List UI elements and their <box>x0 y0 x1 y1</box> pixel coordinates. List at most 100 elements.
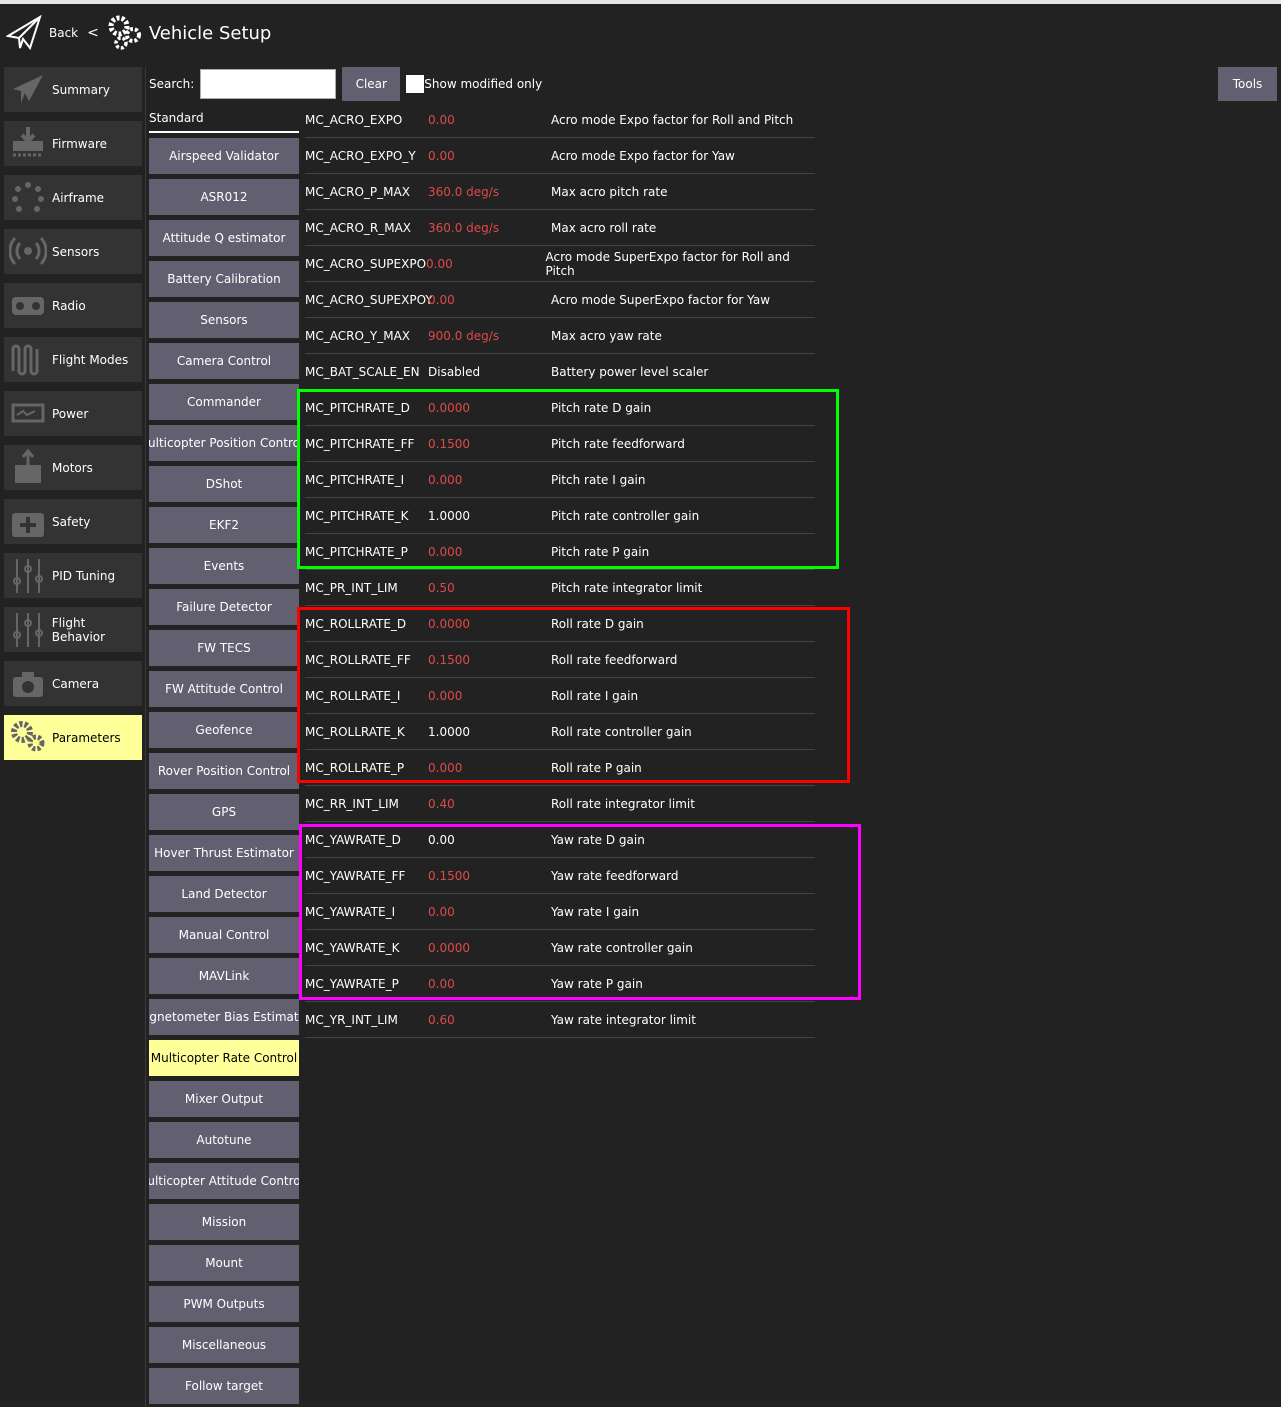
param-value[interactable]: 0.000 <box>428 544 463 559</box>
param-value[interactable]: 0.000 <box>428 688 463 703</box>
table-row[interactable]: MC_YR_INT_LIM 0.60 Yaw rate integrator lim… <box>305 1002 815 1038</box>
group-button[interactable]: DShot <box>149 466 299 502</box>
sidebar-item-summary[interactable]: Summary <box>4 67 142 112</box>
group-button[interactable]: FW TECS <box>149 630 299 666</box>
group-button[interactable]: Miscellaneous <box>149 1327 299 1363</box>
group-button[interactable]: Mixer Output <box>149 1081 299 1117</box>
table-row[interactable]: MC_YAWRATE_I 0.00 Yaw rate I gain <box>305 894 815 930</box>
sidebar-item-parameters[interactable]: Parameters <box>4 715 142 760</box>
param-value[interactable]: 0.0000 <box>428 400 470 415</box>
back-button[interactable]: Back <box>49 26 79 40</box>
show-modified-checkbox[interactable] <box>406 75 425 93</box>
group-button[interactable]: ulticopter Attitude Contro <box>149 1163 299 1199</box>
table-row[interactable]: MC_YAWRATE_P 0.00 Yaw rate P gain <box>305 966 815 1002</box>
sidebar-item-sensors[interactable]: Sensors <box>4 229 142 274</box>
table-row[interactable]: MC_ACRO_P_MAX 360.0 deg/s Max acro pitch r… <box>305 174 815 210</box>
table-row[interactable]: MC_PITCHRATE_P 0.000 Pitch rate P gain <box>305 534 815 570</box>
table-row[interactable]: MC_ROLLRATE_FF 0.1500 Roll rate feedforwar… <box>305 642 815 678</box>
table-row[interactable]: MC_ACRO_SUPEXPO 0.00 Acro mode SuperExpo f… <box>305 246 815 282</box>
group-button[interactable]: Mount <box>149 1245 299 1281</box>
table-row[interactable]: MC_ROLLRATE_P 0.000 Roll rate P gain <box>305 750 815 786</box>
sidebar-item-airframe[interactable]: Airframe <box>4 175 142 220</box>
table-row[interactable]: MC_PITCHRATE_D 0.0000 Pitch rate D gain <box>305 390 815 426</box>
group-button[interactable]: Airspeed Validator <box>149 138 299 174</box>
param-value[interactable]: 0.40 <box>428 796 455 811</box>
group-button[interactable]: Events <box>149 548 299 584</box>
group-button[interactable]: MAVLink <box>149 958 299 994</box>
param-value[interactable]: Disabled <box>428 364 481 379</box>
table-row[interactable]: MC_PITCHRATE_FF 0.1500 Pitch rate feedforw… <box>305 426 815 462</box>
group-button[interactable]: Multicopter Rate Control <box>149 1040 299 1076</box>
table-row[interactable]: MC_PITCHRATE_K 1.0000 Pitch rate controlle… <box>305 498 815 534</box>
param-value[interactable]: 0.00 <box>428 112 455 127</box>
group-button[interactable]: ulticopter Position Contro <box>149 425 299 461</box>
param-value[interactable]: 0.1500 <box>428 436 470 451</box>
param-value[interactable]: 0.00 <box>428 976 455 991</box>
sidebar-item-radio[interactable]: Radio <box>4 283 142 328</box>
search-input[interactable] <box>200 69 337 99</box>
sidebar-item-motors[interactable]: Motors <box>4 445 142 490</box>
param-value[interactable]: 0.60 <box>428 1012 455 1027</box>
sidebar-item-firmware[interactable]: Firmware <box>4 121 142 166</box>
param-value[interactable]: 0.00 <box>428 832 455 847</box>
param-value[interactable]: 360.0 deg/s <box>428 184 500 199</box>
param-value[interactable]: 0.00 <box>428 904 455 919</box>
group-button[interactable]: ASR012 <box>149 179 299 215</box>
group-button[interactable]: Battery Calibration <box>149 261 299 297</box>
sidebar-item-pid-tuning[interactable]: PID Tuning <box>4 553 142 598</box>
group-button[interactable]: PWM Outputs <box>149 1286 299 1322</box>
group-button[interactable]: Hover Thrust Estimator <box>149 835 299 871</box>
group-button[interactable]: Follow target <box>149 1368 299 1404</box>
param-value[interactable]: 1.0000 <box>428 508 470 523</box>
group-button[interactable]: FW Attitude Control <box>149 671 299 707</box>
group-button[interactable]: EKF2 <box>149 507 299 543</box>
param-value[interactable]: 1.0000 <box>428 724 470 739</box>
table-row[interactable]: MC_ACRO_EXPO_Y 0.00 Acro mode Expo factor … <box>305 138 815 174</box>
group-button[interactable]: Failure Detector <box>149 589 299 625</box>
param-value[interactable]: 0.0000 <box>428 940 470 955</box>
group-button[interactable]: Land Detector <box>149 876 299 912</box>
table-row[interactable]: MC_ROLLRATE_K 1.0000 Roll rate controller … <box>305 714 815 750</box>
tools-button[interactable]: Tools <box>1218 67 1277 101</box>
group-button[interactable]: Camera Control <box>149 343 299 379</box>
param-value[interactable]: 0.00 <box>428 292 455 307</box>
table-row[interactable]: MC_ROLLRATE_D 0.0000 Roll rate D gain <box>305 606 815 642</box>
table-row[interactable]: MC_ACRO_R_MAX 360.0 deg/s Max acro roll ra… <box>305 210 815 246</box>
group-button[interactable]: Commander <box>149 384 299 420</box>
group-button[interactable]: agnetometer Bias Estimato <box>149 999 299 1035</box>
param-value[interactable]: 900.0 deg/s <box>428 328 500 343</box>
table-row[interactable]: MC_YAWRATE_K 0.0000 Yaw rate controller ga… <box>305 930 815 966</box>
param-value[interactable]: 0.1500 <box>428 868 470 883</box>
group-button[interactable]: Rover Position Control <box>149 753 299 789</box>
table-row[interactable]: MC_PITCHRATE_I 0.000 Pitch rate I gain <box>305 462 815 498</box>
paper-plane-icon[interactable] <box>6 14 44 52</box>
group-button[interactable]: GPS <box>149 794 299 830</box>
sidebar-item-camera[interactable]: Camera <box>4 661 142 706</box>
table-row[interactable]: MC_ROLLRATE_I 0.000 Roll rate I gain <box>305 678 815 714</box>
table-row[interactable]: MC_PR_INT_LIM 0.50 Pitch rate integrator l… <box>305 570 815 606</box>
param-value[interactable]: 0.00 <box>428 148 455 163</box>
param-value[interactable]: 0.000 <box>428 472 463 487</box>
param-value[interactable]: 0.00 <box>426 256 453 271</box>
table-row[interactable]: MC_BAT_SCALE_EN Disabled Battery power lev… <box>305 354 815 390</box>
group-button[interactable]: Geofence <box>149 712 299 748</box>
table-row[interactable]: MC_ACRO_SUPEXPOY 0.00 Acro mode SuperExpo … <box>305 282 815 318</box>
sidebar-item-flight-behavior[interactable]: Flight Behavior <box>4 607 142 652</box>
group-button[interactable]: Autotune <box>149 1122 299 1158</box>
sidebar-item-safety[interactable]: Safety <box>4 499 142 544</box>
param-value[interactable]: 0.1500 <box>428 652 470 667</box>
table-row[interactable]: MC_RR_INT_LIM 0.40 Roll rate integrator li… <box>305 786 815 822</box>
table-row[interactable]: MC_ACRO_Y_MAX 900.0 deg/s Max acro yaw rat… <box>305 318 815 354</box>
param-value[interactable]: 0.50 <box>428 580 455 595</box>
param-value[interactable]: 0.000 <box>428 760 463 775</box>
table-row[interactable]: MC_ACRO_EXPO 0.00 Acro mode Expo factor fo… <box>305 102 815 138</box>
group-button[interactable]: Manual Control <box>149 917 299 953</box>
group-button[interactable]: Attitude Q estimator <box>149 220 299 256</box>
group-button[interactable]: Sensors <box>149 302 299 338</box>
clear-button[interactable]: Clear <box>342 67 401 101</box>
param-value[interactable]: 360.0 deg/s <box>428 220 500 235</box>
table-row[interactable]: MC_YAWRATE_D 0.00 Yaw rate D gain <box>305 822 815 858</box>
param-value[interactable]: 0.0000 <box>428 616 470 631</box>
group-button[interactable]: Mission <box>149 1204 299 1240</box>
sidebar-item-power[interactable]: Power <box>4 391 142 436</box>
